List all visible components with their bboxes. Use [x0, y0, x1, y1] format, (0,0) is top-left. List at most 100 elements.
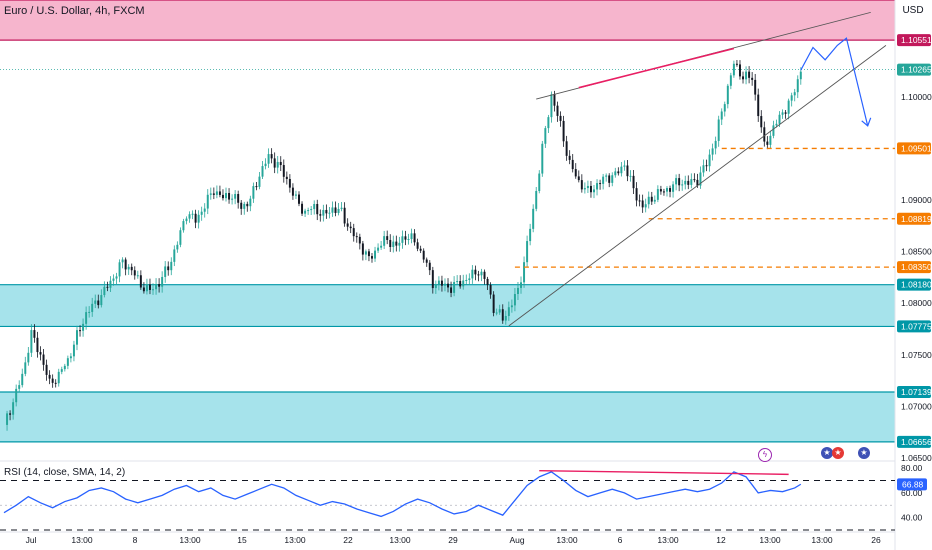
divergence-price-line — [578, 47, 735, 89]
candle-body — [21, 373, 24, 386]
candle-body — [337, 208, 340, 213]
price-label-box — [897, 212, 931, 225]
candle-body — [54, 382, 57, 384]
candle-body — [666, 188, 668, 192]
candle-body — [121, 259, 124, 263]
candle-body — [599, 183, 602, 185]
us-flag-event-icon[interactable]: ★ — [832, 447, 844, 459]
candle-body — [486, 278, 489, 286]
rsi-legend[interactable]: RSI (14, close, SMA, 14, 2) — [4, 467, 126, 478]
candle-body — [124, 259, 127, 270]
candle-body — [705, 165, 708, 167]
symbol-legend[interactable]: Euro / U.S. Dollar, 4h, FXCM — [4, 5, 145, 17]
price-label-text: 1.08350 — [901, 262, 932, 272]
time-tick-label: 13:00 — [759, 535, 781, 545]
candle-body — [167, 266, 170, 271]
candle-body — [115, 276, 118, 279]
candle-body — [361, 243, 364, 255]
projection-arrowhead — [861, 117, 872, 127]
candle-body — [693, 179, 696, 181]
candle-body — [556, 105, 559, 116]
price-label-box — [897, 261, 931, 274]
candle-body — [523, 262, 526, 283]
candle-body — [586, 185, 589, 189]
price-label-text: 1.08819 — [901, 214, 932, 224]
price-tick-label: 1.08000 — [901, 298, 932, 308]
candle-body — [653, 199, 656, 202]
time-tick-label: Jul — [26, 535, 37, 545]
candle-body — [513, 294, 516, 306]
candle-body — [267, 154, 270, 164]
candle-body — [383, 236, 386, 246]
candle-body — [401, 236, 404, 243]
candle-body — [103, 286, 106, 296]
candle-body — [301, 203, 304, 214]
chart-grid — [0, 0, 896, 550]
price-tick-label: 1.07500 — [901, 350, 932, 360]
us-flag-event-icon[interactable]: ★ — [858, 447, 870, 459]
event-marker-icon[interactable]: ϟ — [758, 448, 772, 462]
candle-body — [285, 176, 288, 179]
price-label-box — [897, 63, 931, 76]
candle-body — [39, 352, 42, 355]
candle-body — [742, 76, 745, 80]
us-flag-event-icon[interactable]: ★ — [821, 447, 833, 459]
chart-drawings — [0, 11, 895, 327]
candle-body — [139, 275, 142, 288]
candle-body — [781, 112, 784, 115]
candle-body — [164, 266, 167, 277]
candle-body — [507, 307, 510, 316]
candle-body — [328, 212, 331, 214]
candle-body — [209, 193, 212, 195]
candle-body — [161, 276, 164, 287]
price-label-box — [897, 142, 931, 155]
candle-body — [672, 184, 675, 192]
candle-body — [696, 179, 699, 186]
candle-body — [410, 233, 413, 240]
candle-body — [675, 178, 678, 185]
candle-body — [215, 191, 218, 195]
candle-body — [699, 172, 702, 186]
candle-body — [148, 284, 151, 290]
candle-body — [778, 114, 781, 124]
candle-body — [687, 180, 690, 185]
candle-body — [404, 236, 407, 240]
candle-body — [57, 371, 60, 384]
candle-body — [355, 236, 358, 238]
candle-body — [602, 176, 605, 184]
candle-body — [349, 226, 352, 229]
candle-body — [218, 191, 221, 195]
candle-body — [377, 247, 380, 251]
candle-body — [605, 175, 608, 177]
demand-upper-zone — [0, 284, 895, 327]
time-axis[interactable]: Jul 13:00 8 13:00 15 13:00 22 13:00 29 Aug 13:00 6 1… — [26, 535, 881, 545]
price-label-text: 1.07775 — [901, 321, 932, 331]
candle-body — [288, 178, 291, 188]
candle-body — [407, 239, 410, 241]
time-tick-label: 12 — [716, 535, 726, 545]
time-tick-label: 13:00 — [71, 535, 93, 545]
candle-body — [85, 312, 88, 324]
candle-body — [307, 210, 310, 212]
candle-body — [641, 200, 644, 208]
candlestick-series — [6, 60, 802, 431]
candle-body — [620, 166, 623, 174]
candle-body — [678, 178, 681, 186]
currency-button[interactable]: USD — [902, 5, 924, 16]
candle-body — [413, 233, 416, 243]
price-label-box — [897, 435, 931, 448]
candle-body — [529, 228, 532, 242]
candle-body — [24, 362, 27, 374]
candle-body — [772, 125, 775, 136]
candle-body — [754, 79, 757, 95]
candle-body — [632, 175, 635, 189]
candle-body — [495, 312, 498, 314]
candle-body — [182, 221, 185, 231]
candle-body — [596, 183, 599, 190]
candle-body — [273, 158, 276, 168]
price-axis[interactable]: 1.10000 1.09000 1.08500 1.08000 1.07500 1.070… — [897, 34, 932, 523]
candle-body — [291, 187, 294, 196]
candle-body — [538, 173, 541, 191]
price-tick-label: 1.07000 — [901, 401, 932, 411]
